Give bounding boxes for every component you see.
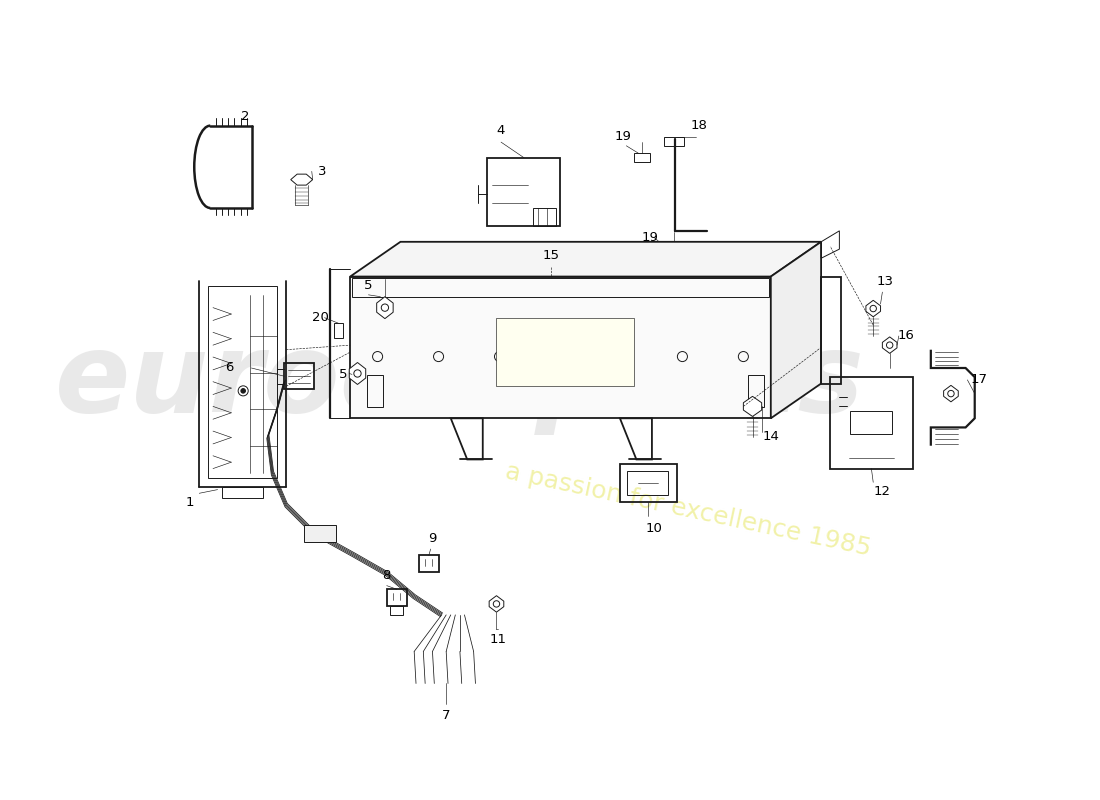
- Text: a passion for excellence 1985: a passion for excellence 1985: [504, 459, 873, 560]
- Text: 15: 15: [542, 249, 560, 262]
- Bar: [419, 555, 439, 572]
- Text: 4: 4: [497, 124, 505, 137]
- Text: 17: 17: [971, 374, 988, 386]
- Bar: [284, 363, 314, 389]
- Text: 19: 19: [614, 130, 631, 143]
- Text: 16: 16: [898, 330, 914, 342]
- Bar: [634, 153, 650, 162]
- Text: 9: 9: [428, 533, 437, 546]
- Polygon shape: [376, 297, 393, 318]
- Bar: [350, 277, 771, 418]
- Bar: [627, 471, 669, 495]
- Bar: [663, 137, 684, 146]
- Text: 19: 19: [641, 230, 659, 244]
- Polygon shape: [882, 337, 896, 354]
- Bar: [222, 487, 263, 498]
- Text: 5: 5: [339, 368, 348, 381]
- Text: 14: 14: [762, 430, 779, 443]
- Text: 2: 2: [241, 110, 250, 123]
- Polygon shape: [866, 300, 880, 317]
- Bar: [487, 158, 561, 226]
- Bar: [390, 606, 404, 615]
- Polygon shape: [350, 362, 365, 385]
- Bar: [534, 208, 556, 226]
- Bar: [496, 318, 634, 386]
- Bar: [666, 242, 682, 252]
- Circle shape: [241, 389, 245, 393]
- Text: 3: 3: [319, 165, 327, 178]
- Polygon shape: [944, 386, 958, 402]
- Polygon shape: [451, 418, 483, 459]
- Text: 13: 13: [877, 274, 893, 288]
- Bar: [620, 464, 676, 502]
- Text: 1: 1: [186, 496, 195, 509]
- Bar: [821, 277, 842, 383]
- Text: 11: 11: [490, 633, 507, 646]
- Text: 12: 12: [873, 485, 891, 498]
- Text: 8: 8: [383, 569, 390, 582]
- Circle shape: [238, 386, 249, 396]
- Bar: [387, 590, 407, 606]
- Bar: [305, 526, 337, 542]
- Bar: [208, 286, 277, 478]
- Polygon shape: [490, 596, 504, 612]
- Bar: [366, 375, 383, 407]
- Text: eurocarparts: eurocarparts: [55, 328, 865, 435]
- Polygon shape: [744, 396, 761, 417]
- Text: 5: 5: [364, 279, 373, 292]
- Bar: [352, 278, 769, 297]
- Text: 6: 6: [226, 362, 233, 374]
- Polygon shape: [771, 242, 821, 418]
- Text: 7: 7: [442, 709, 450, 722]
- Text: 20: 20: [312, 311, 329, 324]
- Text: 10: 10: [646, 522, 662, 534]
- Polygon shape: [350, 242, 821, 277]
- Bar: [748, 375, 764, 407]
- Bar: [830, 377, 913, 469]
- Bar: [333, 323, 343, 338]
- Polygon shape: [620, 418, 652, 459]
- Text: 18: 18: [691, 119, 708, 132]
- Bar: [850, 411, 891, 434]
